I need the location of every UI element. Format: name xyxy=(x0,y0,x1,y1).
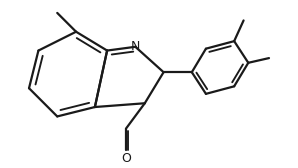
Text: O: O xyxy=(121,152,131,165)
Text: N: N xyxy=(131,40,140,53)
